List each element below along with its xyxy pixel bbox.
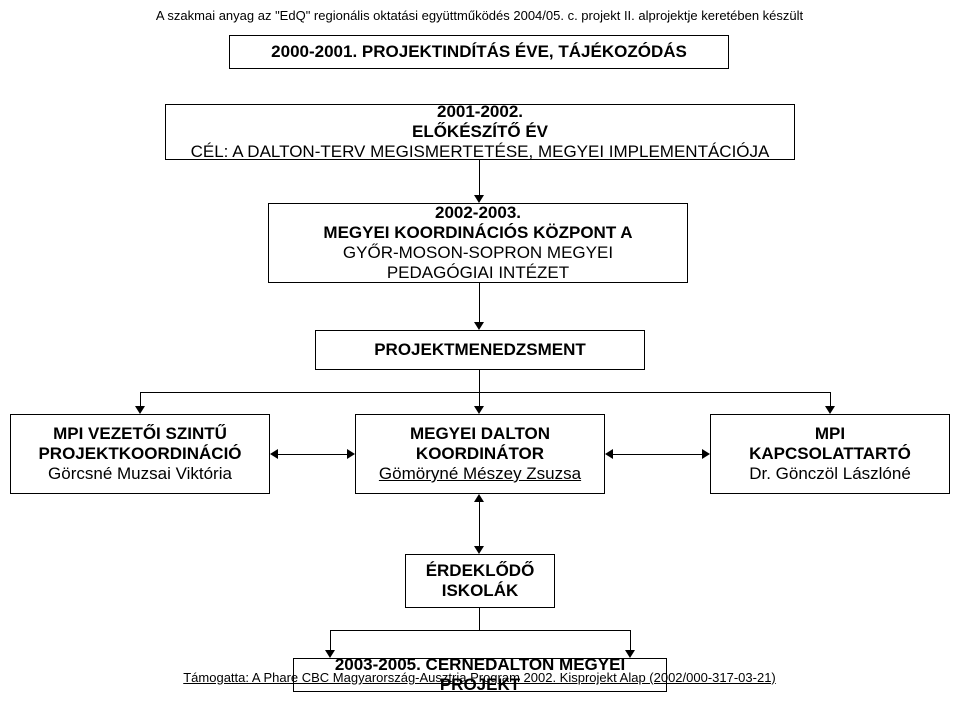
box-line: KOORDINÁTOR	[416, 444, 544, 464]
connector-line	[330, 630, 630, 631]
connector-line	[479, 502, 480, 546]
diagram-page: A szakmai anyag az "EdQ" regionális okta…	[0, 0, 959, 705]
box-line: MPI VEZETŐI SZINTŰ	[53, 424, 227, 444]
box-line: PROJEKTKOORDINÁCIÓ	[38, 444, 241, 464]
box-line: PEDAGÓGIAI INTÉZET	[279, 263, 677, 283]
box-project-start: 2000-2001. PROJEKTINDÍTÁS ÉVE, TÁJÉKOZÓD…	[229, 35, 729, 69]
box-line: PROJEKTMENEDZSMENT	[374, 340, 586, 360]
connector-line	[479, 370, 480, 392]
box-line: 2000-2001. PROJEKTINDÍTÁS ÉVE, TÁJÉKOZÓD…	[271, 42, 687, 62]
box-mpi-coordination: MPI VEZETŐI SZINTŰ PROJEKTKOORDINÁCIÓ Gö…	[10, 414, 270, 494]
arrowhead-right-icon	[347, 449, 355, 459]
arrowhead-down-icon	[474, 195, 484, 203]
connector-line	[630, 630, 631, 650]
box-interested-schools: ÉRDEKLŐDŐ ISKOLÁK	[405, 554, 555, 608]
box-line: ISKOLÁK	[442, 581, 519, 601]
arrowhead-up-icon	[474, 494, 484, 502]
connector-line	[140, 392, 141, 406]
box-mpi-contact: MPI KAPCSOLATTARTÓ Dr. Gönczöl Lászlóné	[710, 414, 950, 494]
box-line: MEGYEI DALTON	[410, 424, 550, 444]
box-coordination-center: 2002-2003. MEGYEI KOORDINÁCIÓS KÖZPONT A…	[268, 203, 688, 283]
box-dalton-coordinator: MEGYEI DALTON KOORDINÁTOR Gömöryné Mésze…	[355, 414, 605, 494]
arrowhead-down-icon	[825, 406, 835, 414]
connector-line	[479, 392, 480, 406]
box-line: GYŐR-MOSON-SOPRON MEGYEI	[279, 243, 677, 263]
box-line: Gömöryné Mészey Zsuzsa	[379, 464, 581, 484]
arrowhead-down-icon	[325, 650, 335, 658]
box-line: 2002-2003.	[279, 203, 677, 223]
connector-line	[479, 283, 480, 322]
arrowhead-down-icon	[625, 650, 635, 658]
page-header: A szakmai anyag az "EdQ" regionális okta…	[0, 8, 959, 23]
box-project-management: PROJEKTMENEDZSMENT	[315, 330, 645, 370]
page-footer: Támogatta: A Phare CBC Magyarország-Ausz…	[0, 670, 959, 685]
connector-line	[278, 454, 348, 455]
arrowhead-down-icon	[474, 546, 484, 554]
arrowhead-down-icon	[474, 406, 484, 414]
connector-line	[479, 160, 480, 195]
box-line: CÉL: A DALTON-TERV MEGISMERTETÉSE, MEGYE…	[191, 142, 770, 162]
arrowhead-left-icon	[270, 449, 278, 459]
box-line: ELŐKÉSZÍTŐ ÉV	[412, 122, 548, 142]
connector-line	[330, 630, 331, 650]
arrowhead-left-icon	[605, 449, 613, 459]
box-line: 2001-2002.	[437, 102, 523, 122]
box-line: Dr. Gönczöl Lászlóné	[749, 464, 911, 484]
connector-line	[830, 392, 831, 406]
box-line: MEGYEI KOORDINÁCIÓS KÖZPONT A	[279, 223, 677, 243]
arrowhead-down-icon	[474, 322, 484, 330]
arrowhead-right-icon	[702, 449, 710, 459]
connector-line	[613, 454, 703, 455]
arrowhead-down-icon	[135, 406, 145, 414]
box-line: ÉRDEKLŐDŐ	[426, 561, 535, 581]
box-line: MPI	[815, 424, 845, 444]
box-line: KAPCSOLATTARTÓ	[749, 444, 911, 464]
connector-line	[140, 392, 830, 393]
box-line: Görcsné Muzsai Viktória	[48, 464, 232, 484]
box-preparatory-year: 2001-2002. ELŐKÉSZÍTŐ ÉV CÉL: A DALTON-T…	[165, 104, 795, 160]
connector-line	[479, 608, 480, 630]
